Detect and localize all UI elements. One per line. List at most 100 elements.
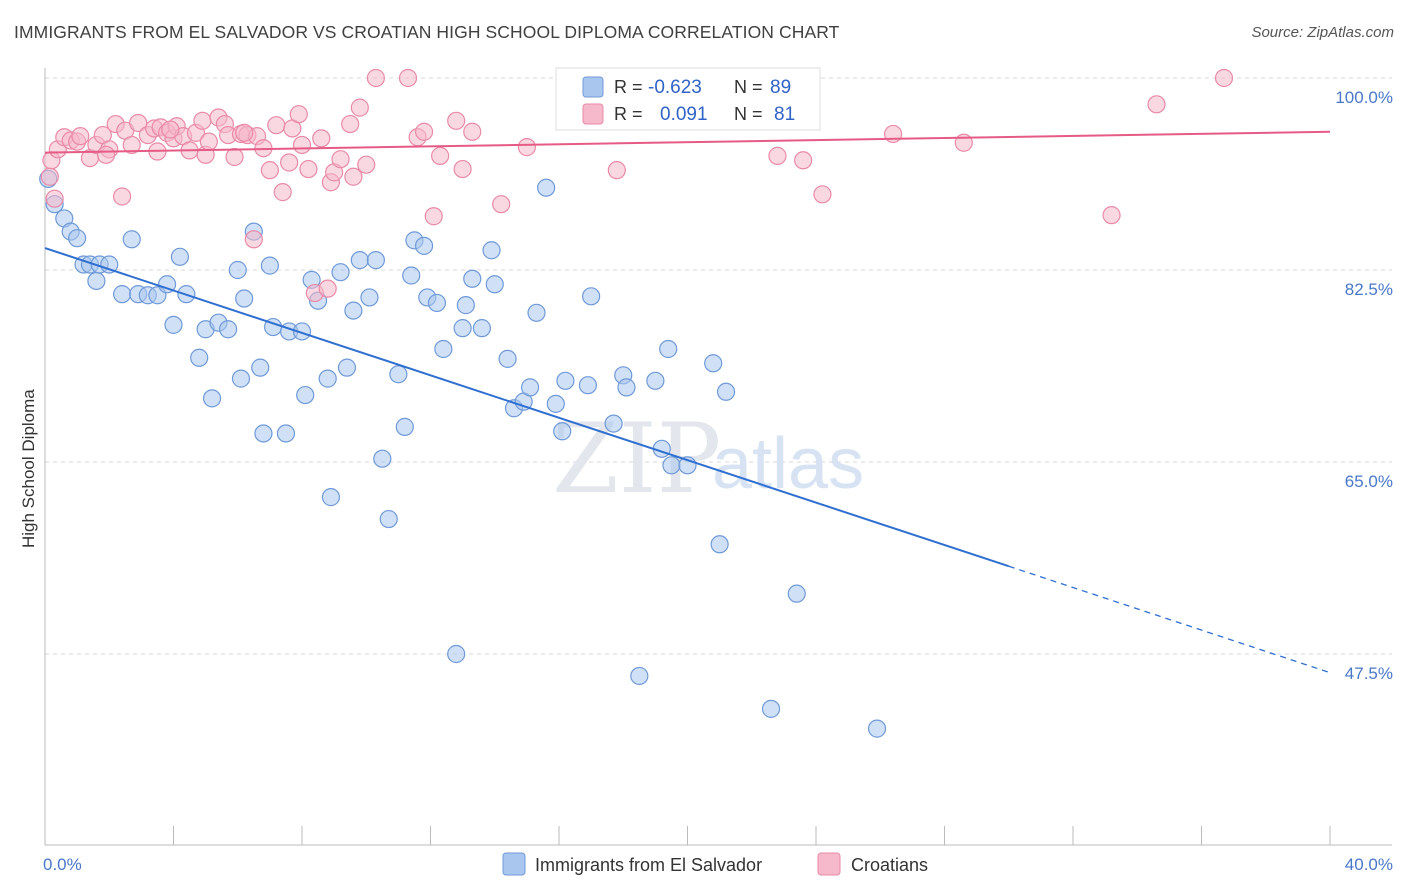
data-point: [463, 269, 482, 288]
data-point: [794, 151, 813, 170]
y-tick-label: 100.0%: [1335, 88, 1393, 107]
bottom-legend-label-blue: Immigrants from El Salvador: [535, 855, 762, 875]
data-point: [1102, 206, 1121, 225]
data-point: [235, 123, 254, 142]
data-point: [312, 129, 331, 148]
data-point: [447, 111, 466, 130]
data-point: [202, 389, 222, 408]
data-point: [659, 339, 678, 359]
correlation-legend: R = -0.623 N = 89 R = 0.091 N = 81: [555, 67, 821, 131]
source-label: Source: ZipAtlas.com: [1251, 24, 1394, 41]
series-croatians-points: [40, 68, 1234, 303]
data-point: [260, 256, 279, 275]
legend-n-value-blue: 89: [770, 77, 791, 98]
data-point: [318, 279, 337, 298]
data-point: [321, 488, 341, 507]
data-point: [427, 293, 447, 313]
data-point: [267, 116, 286, 135]
data-point: [190, 348, 209, 367]
data-point: [157, 275, 177, 294]
data-point: [45, 189, 64, 208]
data-point: [662, 456, 681, 475]
data-point: [96, 145, 116, 164]
data-point: [193, 111, 212, 130]
watermark-zip: ZIP: [552, 403, 721, 515]
data-point: [414, 122, 434, 141]
data-point: [398, 68, 418, 88]
data-point: [244, 230, 263, 249]
data-point: [68, 229, 87, 248]
data-point: [344, 301, 363, 320]
data-point: [630, 666, 649, 686]
data-point: [414, 236, 434, 255]
data-point: [292, 322, 312, 341]
data-point: [350, 98, 369, 117]
data-point: [472, 319, 491, 338]
data-point: [161, 120, 180, 139]
data-point: [292, 135, 312, 155]
data-point: [122, 135, 141, 155]
legend-n-label-blue: N =: [734, 77, 763, 97]
data-point: [318, 369, 337, 388]
data-point: [331, 150, 350, 169]
legend-r-label-blue: R =: [614, 77, 643, 97]
data-point: [228, 260, 247, 280]
watermark-atlas: atlas: [712, 424, 864, 504]
bottom-legend-swatch-pink: [817, 852, 841, 876]
data-point: [768, 146, 787, 165]
data-point: [431, 146, 450, 165]
data-point: [389, 365, 408, 384]
trend-line-croatians: [44, 130, 1331, 154]
data-point: [463, 122, 482, 141]
trend-lines: [44, 130, 1331, 674]
x-tick-label: 0.0%: [43, 855, 82, 874]
data-point: [225, 147, 244, 167]
legend-swatch-pink: [582, 103, 604, 125]
data-point: [716, 382, 736, 401]
x-tick-label: 40.0%: [1345, 855, 1393, 874]
data-point: [251, 358, 270, 377]
data-point: [280, 153, 299, 172]
data-point: [170, 247, 190, 266]
data-point: [260, 161, 279, 180]
data-point: [1147, 95, 1166, 114]
series-legend: Immigrants from El Salvador Croatians: [502, 852, 928, 876]
data-point: [482, 241, 501, 260]
data-point: [453, 159, 472, 179]
data-point: [546, 394, 565, 413]
data-point: [813, 185, 832, 204]
data-point: [164, 315, 183, 334]
y-tick-labels: 100.0% 82.5% 65.0% 47.5%: [1335, 88, 1393, 683]
data-point: [299, 159, 318, 179]
data-point: [112, 187, 132, 206]
data-point: [112, 285, 132, 304]
data-point: [341, 114, 360, 134]
data-point: [867, 719, 887, 738]
data-point: [492, 195, 511, 214]
data-point: [604, 414, 623, 433]
legend-swatch-blue: [582, 76, 604, 98]
data-point: [235, 289, 254, 308]
data-point: [434, 339, 453, 359]
data-point: [761, 699, 781, 718]
data-point: [199, 132, 218, 151]
data-point: [556, 371, 575, 390]
legend-n-label-pink: N =: [734, 104, 763, 124]
data-point: [296, 385, 315, 405]
data-point: [607, 161, 626, 180]
data-point: [379, 509, 398, 529]
data-point: [1214, 68, 1234, 88]
bottom-legend-label-pink: Croatians: [851, 855, 928, 875]
legend-r-value-pink: 0.091: [660, 104, 708, 125]
data-point: [360, 288, 379, 307]
data-point: [231, 369, 251, 388]
chart-title: IMMIGRANTS FROM EL SALVADOR VS CROATIAN …: [14, 22, 840, 42]
data-point: [553, 422, 572, 441]
y-tick-label: 82.5%: [1345, 280, 1393, 299]
data-point: [485, 275, 504, 294]
data-point: [520, 378, 540, 397]
data-point: [331, 263, 350, 282]
data-point: [704, 354, 723, 373]
y-tick-label: 65.0%: [1345, 472, 1393, 491]
data-point: [289, 105, 308, 124]
